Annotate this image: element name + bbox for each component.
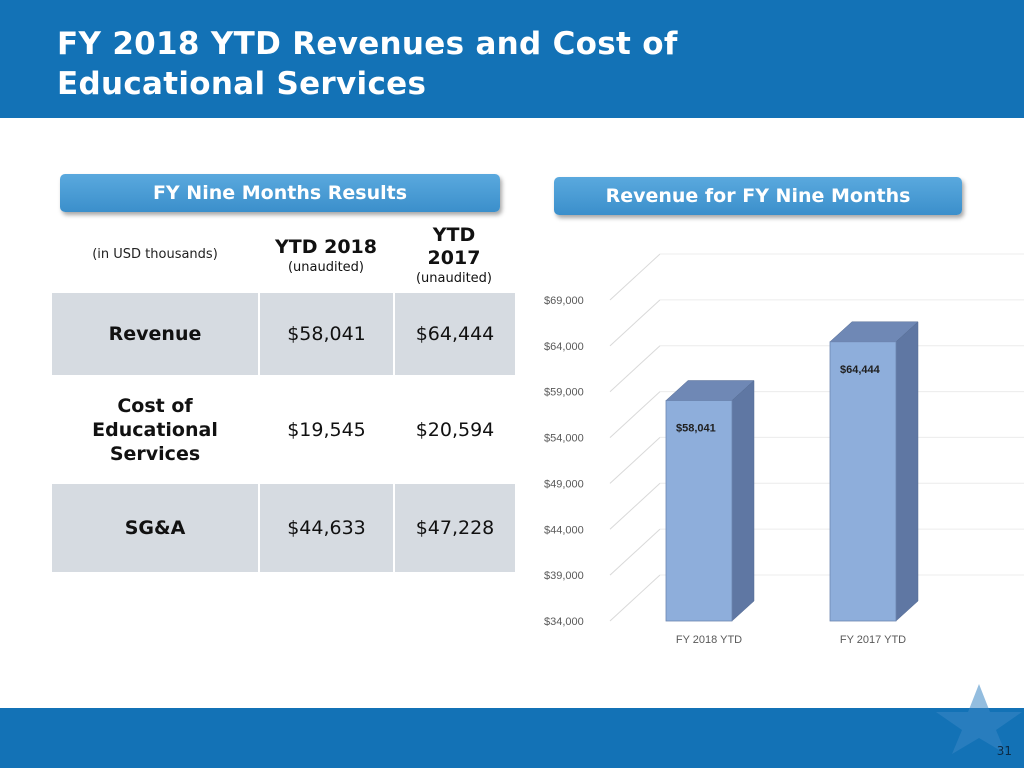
footer-bar — [0, 684, 1024, 768]
bar-side — [895, 321, 919, 622]
column-header-ytd-2017: YTD 2017 (unaudited) — [394, 224, 514, 287]
cell-cost-2017: $20,594 — [415, 418, 495, 441]
gridline-depth — [609, 482, 661, 530]
x-tick-label: FY 2018 YTD — [676, 634, 742, 646]
cell-revenue-2018: $58,041 — [260, 293, 393, 375]
revenue-bar-chart: $34,000 $39,000 $44,000 $49,000 $54,000 $59,0… — [544, 253, 1024, 646]
gridline-depth — [609, 299, 661, 347]
y-tick-label: $49,000 — [544, 478, 584, 490]
gridline-depth — [609, 528, 661, 576]
y-tick-label: $59,000 — [544, 387, 584, 399]
y-tick-label: $64,000 — [544, 341, 584, 353]
gridline-depth — [609, 437, 661, 484]
y-tick-label: $44,000 — [544, 524, 584, 536]
bar — [829, 341, 897, 622]
gridline-depth — [609, 345, 661, 393]
x-tick-label: FY 2017 YTD — [840, 634, 906, 646]
column-title: YTD 2017 — [427, 224, 481, 269]
gridline-depth — [609, 574, 661, 622]
y-tick-label: $54,000 — [544, 433, 584, 445]
column-note: (unaudited) — [415, 271, 493, 286]
column-header-ytd-2018: YTD 2018 (unaudited) — [258, 236, 394, 276]
y-tick-label: $34,000 — [544, 616, 584, 628]
table-section-label: FY Nine Months Results — [60, 174, 500, 212]
data-label: $58,041 — [676, 423, 716, 435]
column-title: YTD 2018 — [275, 236, 377, 258]
slide-title: FY 2018 YTD Revenues and Cost of Educati… — [57, 26, 678, 102]
page-number: 31 — [996, 744, 1012, 758]
chart-section-label: Revenue for FY Nine Months — [554, 177, 962, 215]
gridline-depth — [609, 391, 661, 438]
bar-side — [731, 379, 755, 622]
row-label-revenue: Revenue — [52, 293, 258, 375]
bar — [665, 400, 733, 622]
cell-sga-2017: $47,228 — [395, 484, 515, 572]
y-tick-label: $69,000 — [544, 295, 584, 307]
gridline-depth — [609, 253, 661, 301]
row-label-cost-of-educational-services: Cost of Educational Services — [92, 394, 218, 465]
units-note: (in USD thousands) — [92, 247, 218, 262]
data-label: $64,444 — [840, 364, 881, 376]
y-tick-label: $39,000 — [544, 570, 584, 582]
column-note: (unaudited) — [287, 260, 365, 275]
title-bar — [0, 0, 1024, 118]
row-label-sga: SG&A — [52, 484, 258, 572]
star-logo-icon — [936, 684, 1022, 754]
cell-cost-2018: $19,545 — [287, 418, 366, 441]
cell-revenue-2017: $64,444 — [395, 293, 515, 375]
cell-sga-2018: $44,633 — [260, 484, 393, 572]
